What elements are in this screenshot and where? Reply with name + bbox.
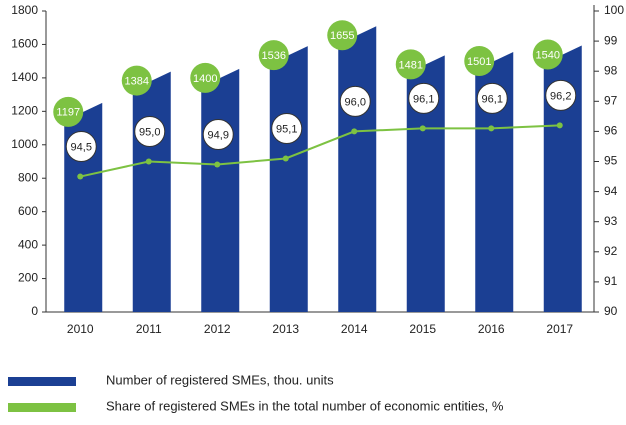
y-tick-label: 1000 — [11, 137, 38, 151]
x-tick-label: 2010 — [67, 322, 94, 336]
y-tick-label: 1600 — [11, 37, 38, 51]
y-tick-label: 400 — [18, 237, 38, 251]
y2-tick-label: 94 — [604, 184, 618, 198]
data-label: 1655 — [330, 30, 354, 42]
line-point — [145, 158, 152, 165]
y-tick-label: 1800 — [11, 3, 38, 17]
line-point — [77, 173, 84, 180]
y2-tick-label: 93 — [604, 214, 618, 228]
line — [80, 124, 560, 178]
y-tick-label: 1200 — [11, 104, 38, 118]
label-bubble — [476, 82, 508, 114]
label-bubble — [202, 119, 234, 151]
y2-tick-label: 97 — [604, 93, 618, 107]
label-bubble — [464, 45, 495, 76]
data-label: 1536 — [262, 50, 286, 62]
bar — [132, 71, 171, 312]
y2-tick-label: 98 — [604, 63, 618, 77]
y2-tick-label: 90 — [604, 304, 618, 318]
data-label: 94,5 — [71, 141, 92, 153]
data-label: 94,9 — [208, 129, 229, 141]
label-bubble — [134, 116, 166, 147]
label-bubble — [327, 20, 358, 51]
line-point — [556, 122, 563, 129]
data-label: 95,0 — [139, 126, 160, 138]
y-tick-label: 200 — [18, 271, 38, 285]
line-point — [351, 128, 358, 135]
label-bubble — [190, 62, 221, 93]
line-point — [282, 155, 289, 162]
y2-tick-label: 96 — [604, 124, 618, 138]
data-label: 1540 — [536, 49, 560, 61]
y-tick-label: 600 — [18, 204, 38, 218]
label-bubble — [545, 79, 577, 111]
label-bubble — [395, 49, 426, 80]
x-tick-label: 2011 — [136, 322, 162, 336]
y2-tick-label: 92 — [604, 244, 618, 258]
label-bubble — [408, 82, 440, 114]
data-label: 1400 — [193, 73, 217, 85]
x-tick-label: 2013 — [272, 322, 299, 336]
data-label: 1501 — [467, 56, 491, 68]
bar — [543, 45, 582, 312]
legend-label: Share of registered SMEs in the total nu… — [106, 398, 504, 413]
x-tick-label: 2014 — [341, 322, 368, 336]
bar — [201, 68, 240, 312]
data-label: 96,0 — [345, 96, 366, 108]
label-bubble — [65, 131, 97, 163]
line-point — [419, 125, 426, 132]
data-label: 96,1 — [482, 93, 503, 105]
data-label: 96,1 — [413, 93, 434, 105]
legend-swatch — [8, 403, 76, 412]
data-label: 1481 — [399, 59, 423, 71]
label-bubble — [271, 112, 303, 144]
data-label: 1197 — [56, 107, 80, 119]
data-label: 95,1 — [276, 123, 297, 135]
bar — [406, 55, 445, 313]
label-bubble — [53, 96, 84, 127]
data-label: 1384 — [125, 75, 149, 87]
x-tick-label: 2017 — [546, 322, 573, 336]
label-bubble — [258, 40, 289, 71]
bar — [475, 51, 514, 312]
x-tick-label: 2016 — [478, 322, 505, 336]
data-label: 96,2 — [550, 90, 571, 102]
y-tick-label: 1400 — [11, 70, 38, 84]
x-tick-label: 2015 — [409, 322, 436, 336]
legend-swatch — [8, 377, 76, 386]
y2-tick-label: 100 — [604, 3, 624, 17]
y2-tick-label: 95 — [604, 154, 618, 168]
line-point — [488, 125, 495, 132]
y-tick-label: 0 — [31, 304, 38, 318]
x-tick-label: 2012 — [204, 322, 231, 336]
label-bubble — [532, 39, 563, 70]
y2-tick-label: 91 — [604, 274, 618, 288]
label-bubble — [339, 85, 371, 117]
legend-label: Number of registered SMEs, thou. units — [106, 372, 334, 387]
bar — [269, 46, 308, 312]
label-bubble — [121, 65, 152, 96]
y2-tick-label: 99 — [604, 33, 618, 47]
bar — [338, 26, 377, 312]
y-tick-label: 800 — [18, 170, 38, 184]
line-point — [214, 161, 221, 168]
